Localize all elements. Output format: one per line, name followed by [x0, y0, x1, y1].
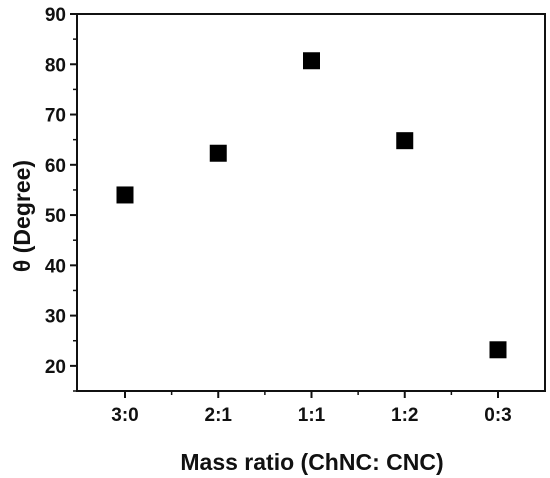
- x-tick-label: 3:0: [111, 405, 138, 426]
- y-ticks: 20 30 40 50 60 70 80 90: [45, 5, 77, 392]
- y-tick-label: 40: [45, 256, 66, 277]
- axes: [76, 13, 546, 392]
- y-axis-title: θ (Degree): [9, 160, 35, 272]
- y-tick-label: 50: [45, 206, 66, 227]
- data-points: [116, 52, 507, 359]
- data-point-1-2: [396, 132, 414, 150]
- data-point-0-3: [489, 341, 507, 359]
- x-tick-label: 1:1: [298, 405, 326, 426]
- y-tick-label: 80: [45, 55, 66, 76]
- data-point-3-0: [116, 186, 134, 204]
- y-tick-label: 30: [45, 307, 66, 328]
- y-tick-label: 60: [45, 156, 66, 177]
- y-tick-label: 70: [45, 106, 66, 127]
- plot-frame: [76, 13, 546, 392]
- x-tick-label: 2:1: [205, 405, 233, 426]
- x-axis-title: Mass ratio (ChNC: CNC): [180, 449, 443, 475]
- data-point-2-1: [209, 144, 227, 162]
- data-point-1-1: [303, 52, 320, 70]
- x-tick-label: 1:2: [391, 405, 418, 426]
- x-ticks: 3:0 2:1 1:1 1:2 0:3: [111, 391, 512, 426]
- y-tick-label: 20: [45, 357, 66, 378]
- x-tick-label: 0:3: [484, 405, 511, 426]
- y-tick-label: 90: [45, 5, 66, 26]
